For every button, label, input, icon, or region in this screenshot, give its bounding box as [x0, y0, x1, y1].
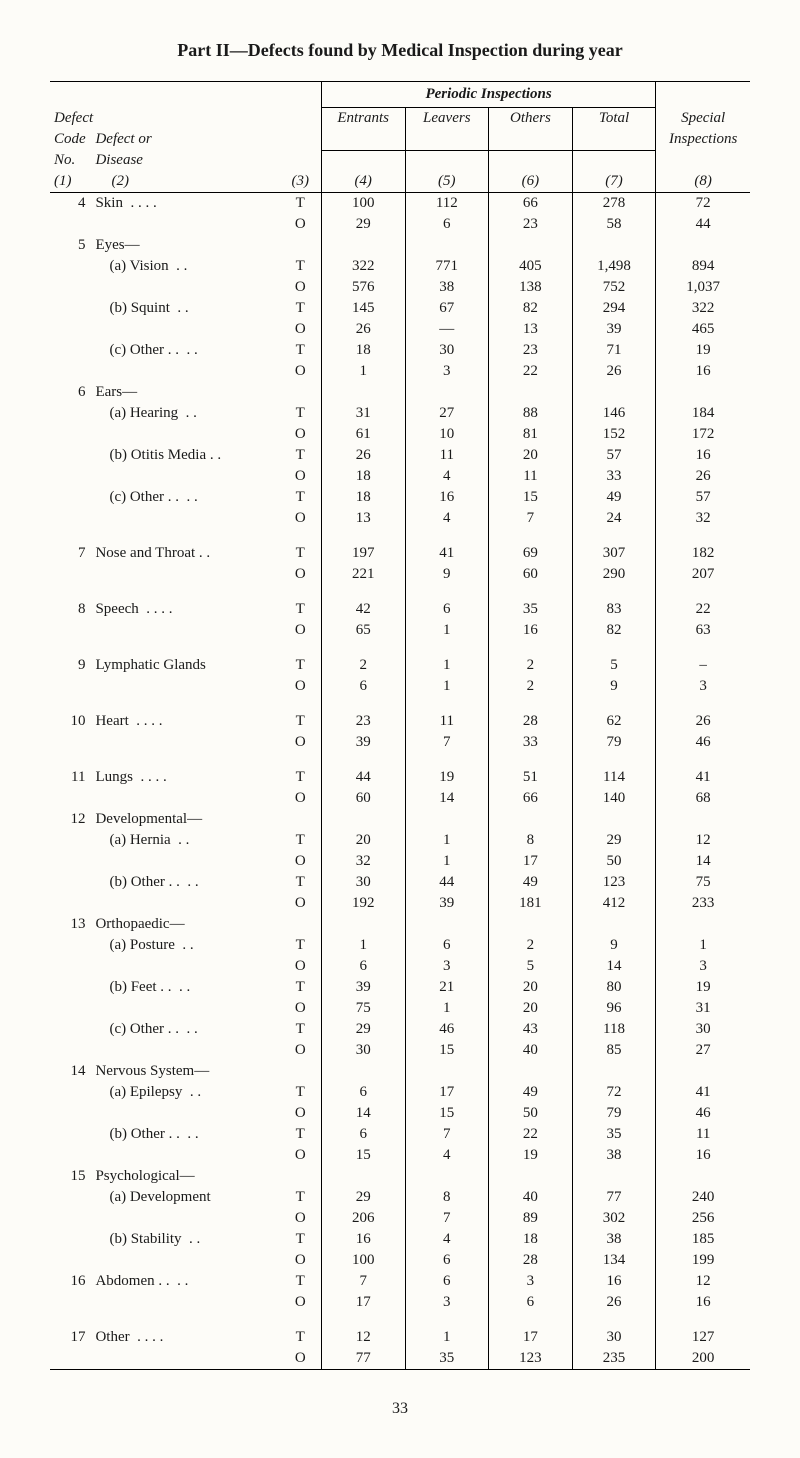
table-row: O206789302256 [50, 1208, 750, 1229]
table-row: O13472432 [50, 508, 750, 529]
spacer-row [50, 641, 750, 655]
table-row: O1415507946 [50, 1103, 750, 1124]
table-row: 8Speech . . . .T426358322 [50, 599, 750, 620]
col7: (7) [572, 171, 656, 193]
page-title: Part II—Defects found by Medical Inspect… [50, 40, 750, 61]
table-body: 4Skin . . . .T1001126627872O2962358445Ey… [50, 193, 750, 1370]
table-row: O60146614068 [50, 788, 750, 809]
periodic-header: Periodic Inspections [321, 82, 655, 108]
leavers-header: Leavers [405, 108, 489, 130]
no-label: No. [50, 150, 91, 171]
table-row: (b) Stability . .T1641838185 [50, 1229, 750, 1250]
col3: (3) [280, 171, 322, 193]
table-row: O17362616 [50, 1292, 750, 1313]
defect-or-label: Defect or [91, 129, 279, 150]
defect-label: Defect [50, 108, 280, 130]
table-row: O3015408527 [50, 1040, 750, 1061]
table-row: (a) Posture . .T16291 [50, 935, 750, 956]
table-row: O397337946 [50, 732, 750, 753]
table-row: O100628134199 [50, 1250, 750, 1271]
table-row: 7Nose and Throat . .T1974169307182 [50, 543, 750, 564]
table-row: 9Lymphatic GlandsT2125– [50, 655, 750, 676]
table-row: 14Nervous System— [50, 1061, 750, 1082]
special-header: Special [656, 108, 750, 130]
table-row: O296235844 [50, 214, 750, 235]
table-row: (c) Other . . . .T1816154957 [50, 487, 750, 508]
spacer-row [50, 753, 750, 767]
table-row: (a) Epilepsy . .T617497241 [50, 1082, 750, 1103]
table-row: O26—1339465 [50, 319, 750, 340]
col6: (6) [489, 171, 573, 193]
total-header: Total [572, 108, 656, 130]
col4: (4) [321, 171, 405, 193]
table-row: (b) Otitis Media . .T2611205716 [50, 445, 750, 466]
table-row: 10Heart . . . .T2311286226 [50, 711, 750, 732]
table-row: O635143 [50, 956, 750, 977]
table-row: 11Lungs . . . .T44195111441 [50, 767, 750, 788]
table-row: 13Orthopaedic— [50, 914, 750, 935]
inspections-header: Inspections [656, 129, 750, 150]
table-row: O154193816 [50, 1145, 750, 1166]
table-row: O321175014 [50, 851, 750, 872]
col8: (8) [656, 171, 750, 193]
col2: (2) [91, 171, 279, 193]
code-label: Code [50, 129, 91, 150]
spacer-row [50, 1313, 750, 1327]
table-row: 15Psychological— [50, 1166, 750, 1187]
table-row: (b) Other . . . .T30444912375 [50, 872, 750, 893]
spacer-row [50, 697, 750, 711]
defects-table: Periodic Inspections Defect Entrants Lea… [50, 81, 750, 1370]
table-row: O7735123235200 [50, 1348, 750, 1370]
table-row: (b) Feet . . . .T3921208019 [50, 977, 750, 998]
others-header: Others [489, 108, 573, 130]
table-row: 16Abdomen . . . .T7631612 [50, 1271, 750, 1292]
table-row: (a) DevelopmentT2984077240 [50, 1187, 750, 1208]
table-row: 17Other . . . .T1211730127 [50, 1327, 750, 1348]
spacer-row [50, 585, 750, 599]
table-row: 6Ears— [50, 382, 750, 403]
table-row: O19239181412233 [50, 893, 750, 914]
table-row: 12Developmental— [50, 809, 750, 830]
table-row: (b) Other . . . .T67223511 [50, 1124, 750, 1145]
table-row: (c) Other . . . .T29464311830 [50, 1019, 750, 1040]
entrants-header: Entrants [321, 108, 405, 130]
col1: (1) [50, 171, 91, 193]
table-row: O221960290207 [50, 564, 750, 585]
table-row: (a) Vision . .T3227714051,498894 [50, 256, 750, 277]
page-number: 33 [50, 1400, 750, 1418]
table-row: O651168263 [50, 620, 750, 641]
table-row: (c) Other . . . .T1830237119 [50, 340, 750, 361]
table-row: 4Skin . . . .T1001126627872 [50, 193, 750, 215]
table-row: 5Eyes— [50, 235, 750, 256]
table-row: O611081152172 [50, 424, 750, 445]
table-row: O13222616 [50, 361, 750, 382]
spacer-row [50, 529, 750, 543]
disease-label: Disease [91, 150, 279, 171]
table-row: (b) Squint . .T1456782294322 [50, 298, 750, 319]
table-row: O184113326 [50, 466, 750, 487]
table-row: (a) Hearing . .T312788146184 [50, 403, 750, 424]
table-row: O61293 [50, 676, 750, 697]
col5: (5) [405, 171, 489, 193]
table-row: (a) Hernia . .T20182912 [50, 830, 750, 851]
table-row: O751209631 [50, 998, 750, 1019]
table-row: O576381387521,037 [50, 277, 750, 298]
